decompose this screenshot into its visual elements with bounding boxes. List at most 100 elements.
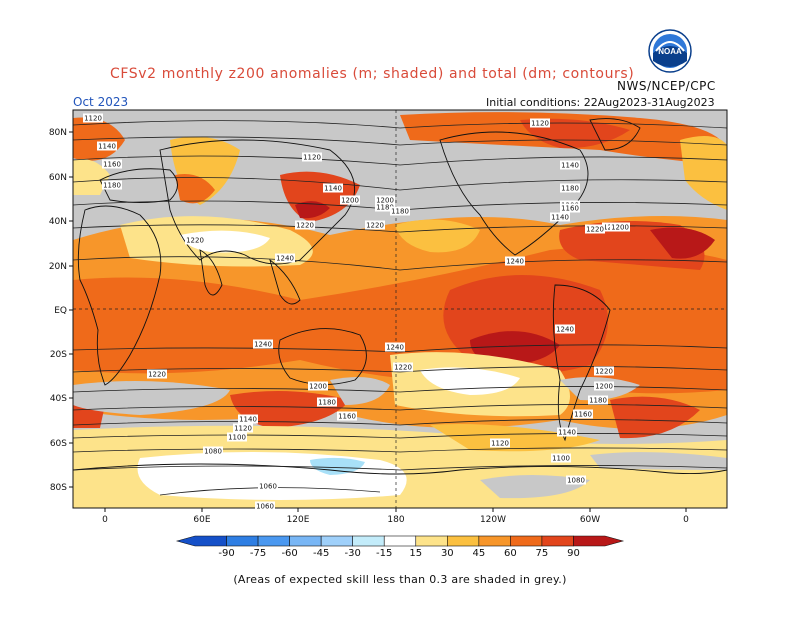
colorbar-bin — [320, 535, 353, 547]
lat-label: 60S — [50, 439, 67, 449]
contour-label: 1180 — [317, 397, 337, 407]
contour-label-bg — [375, 202, 395, 212]
contour-label: 1160 — [573, 409, 593, 419]
initial-conditions: Initial conditions: 22Aug2023-31Aug2023 — [486, 96, 715, 109]
n-pacific-dark-red — [295, 201, 330, 219]
colorbar-label: 15 — [409, 548, 422, 559]
contour-9 — [73, 366, 727, 373]
contour-label-text: 1120 — [234, 425, 252, 433]
contour-label-text: 1100 — [552, 455, 570, 463]
contour-label-text: 1240 — [254, 341, 272, 349]
colorbar-bin — [478, 535, 511, 547]
asia-outline — [159, 139, 356, 265]
contour-label-text: 1140 — [551, 214, 569, 222]
contour-label: 1240 — [385, 342, 405, 352]
antarctica-outline — [73, 463, 727, 475]
australia-outline — [278, 328, 367, 385]
contour-label-text: 1200 — [309, 383, 327, 391]
contour-label-bg — [317, 397, 337, 407]
contour-label: 1220 — [185, 235, 205, 245]
colorbar-label: 75 — [536, 548, 549, 559]
contour-label: 1200 — [610, 222, 630, 232]
n-america-dark — [175, 174, 215, 204]
colorbar-bin — [257, 535, 290, 547]
agency-label: NWS/NCEP/CPC — [617, 79, 716, 93]
contour-label: 1180 — [560, 183, 580, 193]
contour-label: 1240 — [505, 256, 525, 266]
lon-label: 60E — [193, 515, 210, 525]
contour-label-bg — [588, 395, 608, 405]
atlantic-dark-red — [650, 227, 715, 259]
contour-label-bg — [233, 423, 253, 433]
contour-label-text: 1140 — [239, 416, 257, 424]
contour-label-text: 1200 — [376, 197, 394, 205]
contour-label: 1120 — [83, 113, 103, 123]
lon-label: 0 — [683, 515, 689, 525]
contour-label-text: 1160 — [574, 411, 592, 419]
contour-label-bg — [295, 220, 315, 230]
contour-label-text: 1140 — [558, 429, 576, 437]
colorbar-bin — [541, 535, 574, 547]
contour-label-text: 1180 — [103, 182, 121, 190]
colorbar-label: -15 — [376, 548, 392, 559]
contour-label: 1180 — [102, 180, 122, 190]
colorbar: -90 -75 -60 -45 -30 -15 15 30 45 60 75 90 — [175, 535, 625, 559]
contour-label-bg — [275, 253, 295, 263]
contour-label-bg — [365, 220, 385, 230]
contour-label: 1240 — [275, 253, 295, 263]
contour-label-text: 1120 — [84, 115, 102, 123]
contour-label: 1120 — [490, 438, 510, 448]
lat-label: 40S — [50, 394, 67, 404]
north-america-outline — [439, 131, 589, 256]
contour-8 — [73, 344, 727, 353]
chart-title: CFSv2 monthly z200 anomalies (m; shaded)… — [110, 66, 635, 82]
contour-label-bg — [147, 369, 167, 379]
contour-label: 1180 — [588, 395, 608, 405]
contour-label: 1220 — [147, 369, 167, 379]
contour-label-bg — [573, 409, 593, 419]
contour-label-bg — [560, 203, 580, 213]
lon-label: 180 — [387, 515, 404, 525]
map-frame — [72, 109, 728, 509]
contour-label: 1120 — [530, 118, 550, 128]
contour-label-text: 1060 — [259, 483, 277, 491]
latitude-labels: 80N 60N 40N 20N EQ 20S 40S 60S 80S — [49, 128, 73, 493]
colorbar-label: -30 — [345, 548, 361, 559]
contour-7 — [73, 256, 727, 271]
contour-label-text: 1180 — [391, 208, 409, 216]
contour-label-text: 1140 — [98, 143, 116, 151]
lon-label: 120W — [480, 515, 506, 525]
contour-label-bg — [302, 152, 322, 162]
lat-label: 80N — [49, 128, 67, 138]
colorbar-bin — [289, 535, 322, 547]
lat-label: 80S — [50, 483, 67, 493]
colorbar-bin — [352, 535, 385, 547]
contour-label-text: 1120 — [303, 154, 321, 162]
contour-label: 1160 — [337, 411, 357, 421]
map-area — [73, 110, 727, 508]
contour-label-bg — [530, 118, 550, 128]
contour-label: 1120 — [233, 423, 253, 433]
contour-14 — [73, 447, 727, 453]
contour-label: 1060 — [255, 501, 275, 511]
contour-label: 1100 — [227, 432, 247, 442]
contour-label-bg — [227, 432, 247, 442]
colorbar-label: 45 — [472, 548, 485, 559]
contour-12 — [73, 419, 727, 426]
antarctic-light-blue — [310, 457, 365, 475]
contour-label: 1100 — [551, 453, 571, 463]
colorbar-bin — [383, 535, 417, 547]
contour-label: 1200 — [308, 381, 328, 391]
contour-2 — [73, 136, 727, 146]
contour-label-bg — [203, 446, 223, 456]
contour-labels: 1120114011601180120012201240112011401180… — [83, 113, 630, 511]
colorbar-label: -45 — [313, 548, 329, 559]
graticule — [73, 110, 727, 508]
contour-label-bg — [253, 339, 273, 349]
contour-label: 1140 — [97, 141, 117, 151]
greenland-outline — [589, 118, 641, 151]
colorbar-label: 30 — [441, 548, 454, 559]
noaa-logo-text: NOAA — [658, 47, 682, 56]
contour-label-bg — [505, 256, 525, 266]
